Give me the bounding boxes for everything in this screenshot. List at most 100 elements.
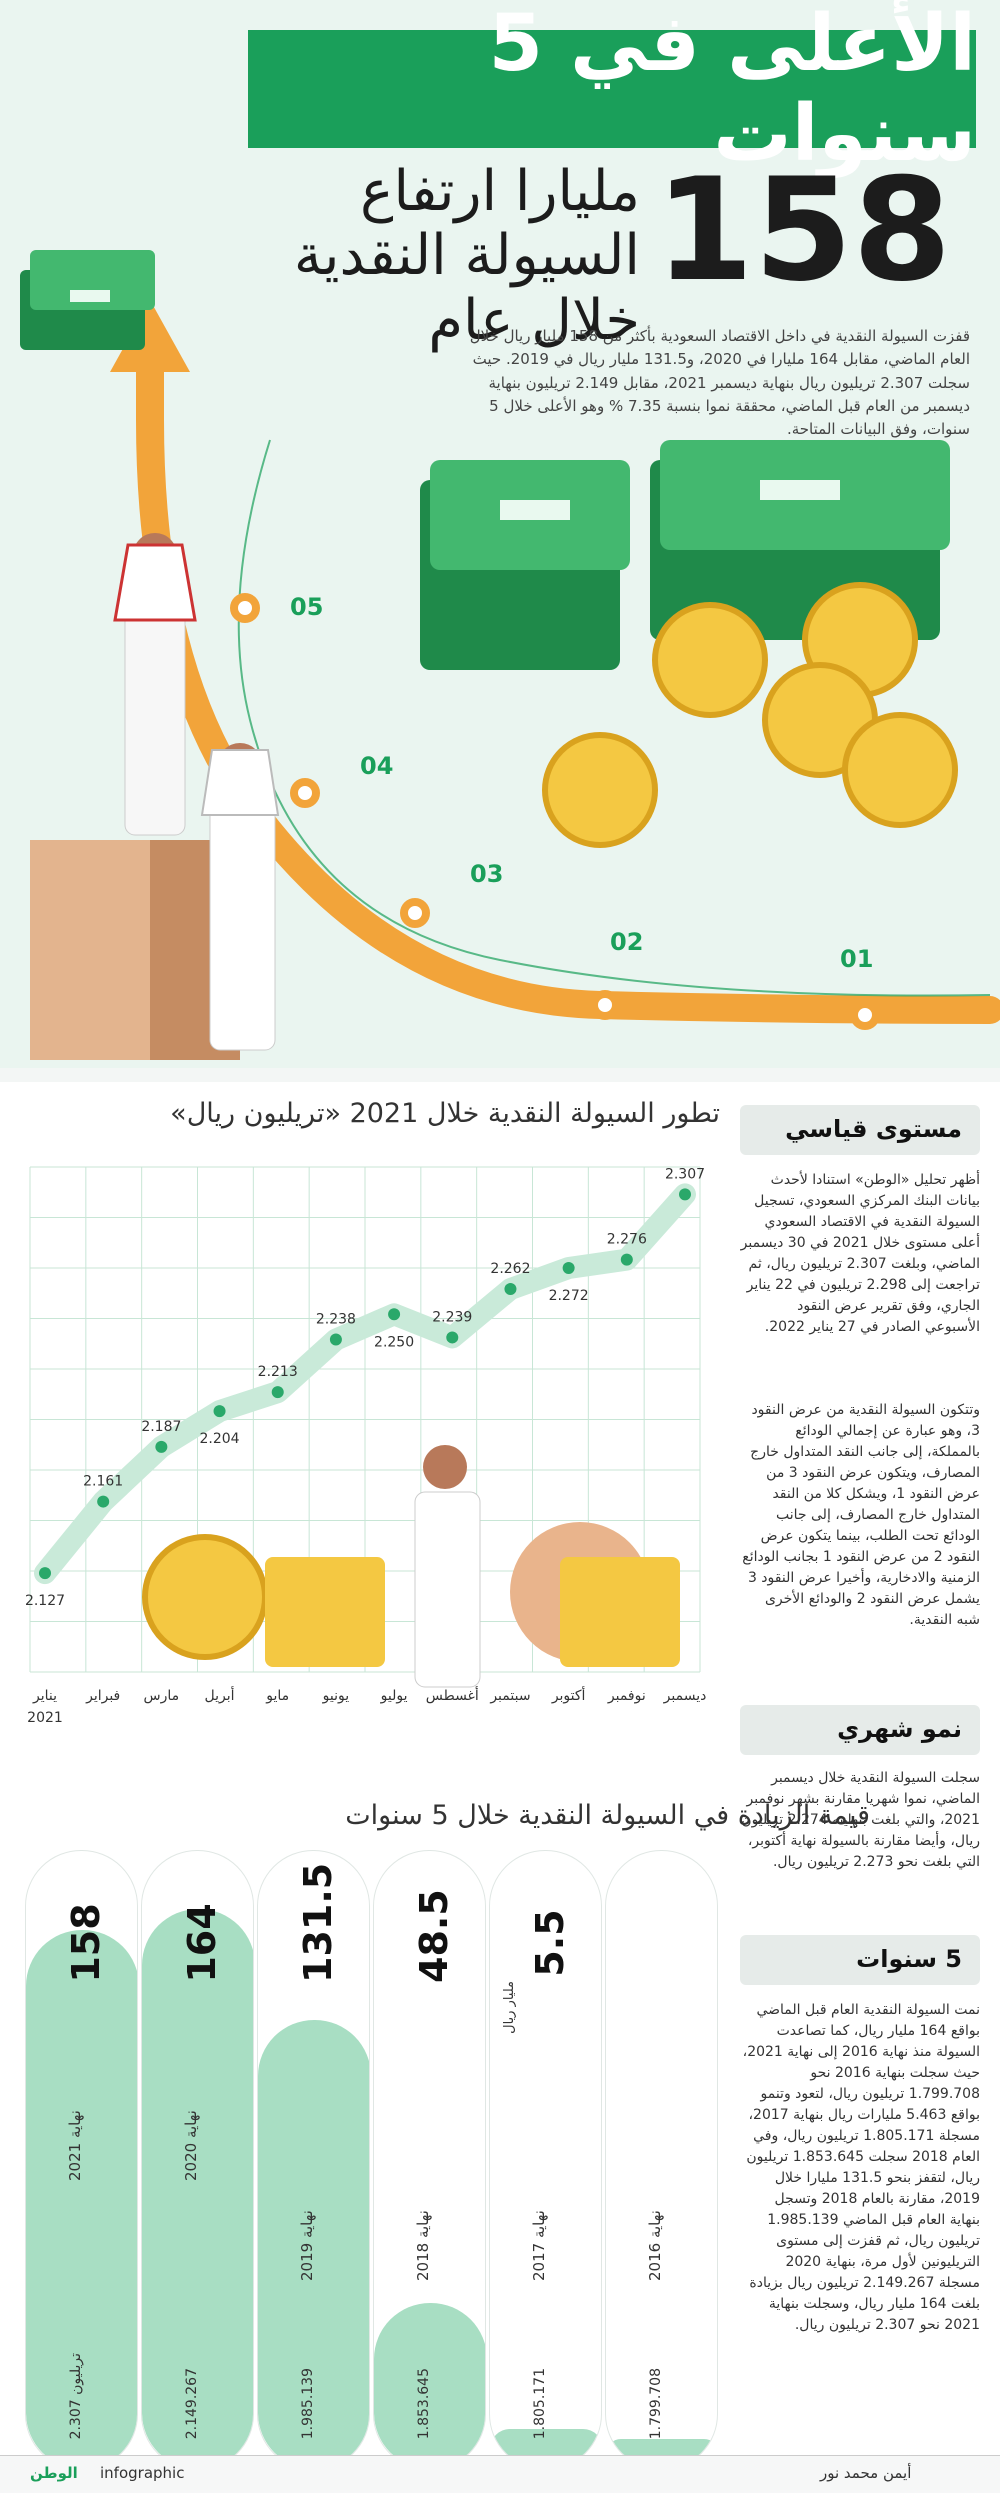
bar-value-label: 158 [64,1903,108,1983]
data-point [329,1333,342,1346]
data-label: 2.238 [316,1312,356,1328]
man-figure-icon [414,1491,481,1688]
bar-column: 164 نهاية 2020 2.149.267 [141,1850,254,2470]
box-icon [30,840,240,1060]
section-text: نمت السيولة النقدية العام قبل الماضي بوا… [742,2002,980,2333]
data-point [620,1253,633,1266]
section-text: أظهر تحليل «الوطن» استنادا لأحدث بيانات … [740,1172,980,1335]
x-tick-label: يوليو [380,1688,408,1704]
big-number: 158 [655,148,952,313]
hero-section: الأعلى في 5 سنوات 158 مليارا ارتفاع السي… [0,0,1000,1068]
data-label: 2.161 [83,1474,123,1490]
bar-chart-title: قيمة الزيادة في السيولة النقدية خلال 5 س… [345,1800,870,1831]
data-label: 2.262 [490,1261,530,1277]
stage-label: 01 [840,945,874,973]
data-point [446,1331,459,1344]
footer: الوطن infographic أيمن محمد نور [0,2455,1000,2493]
data-point [39,1567,51,1580]
bar-category-label: نهاية 2017 [530,2210,548,2281]
section-divider [0,1068,1000,1082]
data-point [155,1440,168,1453]
coin-stack-icon [265,1557,385,1667]
x-tick-label: نوفمبر [607,1688,646,1704]
section-heading: مستوى قياسي [740,1105,980,1155]
footer-tag: infographic [100,2464,185,2482]
bar [142,1909,253,2469]
step-marker-05 [230,593,260,623]
man-figure-icon [423,1445,467,1489]
coin-icon [142,1534,268,1660]
x-tick-label: يونيو [322,1688,350,1704]
section-text: سجلت السيولة النقدية خلال ديسمبر الماضي،… [741,1770,980,1870]
series-line [34,1183,696,1585]
man-figure-icon [200,743,280,1051]
line-chart: 2.127 2.161 2.187 2.204 2.213 2.238 2.250 2.239… [25,1166,707,1726]
bar-category-label: نهاية 2020 [182,2110,200,2181]
section-text: وتتكون السيولة النقدية من عرض النقود 3، … [742,1402,980,1628]
section-heading: نمو شهري [740,1705,980,1755]
step-marker-02 [590,990,620,1020]
bar-total-label: 1.805.171 [532,2367,548,2439]
data-point [504,1283,517,1296]
data-label: 2.213 [258,1364,298,1380]
x-tick-label: مارس [144,1688,180,1704]
bar-value-label: 5.5 [528,1909,572,1977]
bar-value-label: 164 [180,1903,224,1983]
footer-credit: أيمن محمد نور [820,2464,912,2482]
bar-category-label: نهاية 2018 [414,2210,432,2281]
data-point [213,1405,226,1418]
brand-logo: الوطن [30,2464,78,2482]
data-label: 2.187 [141,1419,181,1435]
bar-total-label: 2.149.267 [184,2367,200,2439]
data-label: 2.250 [374,1334,414,1350]
data-point [679,1188,691,1201]
bar-value-label: 48.5 [412,1889,456,1983]
stage-label: 05 [290,593,324,621]
x-tick-label: ديسمبر [663,1688,707,1704]
step-marker-03 [400,898,430,928]
data-label: 2.204 [199,1431,239,1447]
step-marker-04 [290,778,320,808]
hero-illustration [20,250,1000,1060]
data-label: 2.239 [432,1309,472,1325]
data-label: 2.272 [549,1288,589,1304]
bar-total-label: 1.985.139 [300,2367,316,2439]
bar-category-label: نهاية 2019 [298,2210,316,2281]
line-chart-title: تطور السيولة النقدية خلال 2021 «تريليون … [170,1098,720,1129]
bar-column: 48.5 نهاية 2018 1.853.645 [373,1850,486,2470]
data-point [562,1262,575,1274]
data-label: 2.307 [665,1166,705,1182]
x-tick-label: سبتمبر [489,1688,530,1704]
bar-column: 158 نهاية 2021 2.307 تريليون [25,1850,138,2470]
bar-column: نهاية 2016 1.799.708 [605,1850,718,2470]
man-figure-icon [113,533,197,836]
intro-text: قفزت السيولة النقدية في داخل الاقتصاد ال… [469,327,970,438]
data-label: 2.276 [607,1232,647,1248]
bar-category-label: نهاية 2021 [66,2110,84,2181]
unit-label: مليار ريال [502,1981,517,2034]
x-tick-label: أبريل [205,1686,235,1704]
step-marker-01 [850,1000,880,1030]
bar [374,2303,485,2469]
stage-label: 03 [470,860,504,888]
data-point [97,1495,110,1508]
bar-total-label: 2.307 تريليون [68,2352,84,2439]
bar-value-label: 131.5 [296,1862,340,1983]
x-tick-label: أغسطس [426,1686,479,1704]
x-year-label: 2021 [27,1710,63,1726]
stage-label: 02 [610,928,644,956]
data-point [271,1386,284,1399]
bar-column: 5.5 مليار ريال نهاية 2017 1.805.171 [489,1850,602,2470]
x-tick-label: يناير [32,1688,57,1704]
bar [26,1929,137,2469]
bar-column: 131.5 نهاية 2019 1.985.139 [257,1850,370,2470]
data-point [388,1308,401,1321]
sub-headline: مليارا ارتفاع السيولة النقدية خلال عام [293,159,640,353]
bar-chart: 158 نهاية 2021 2.307 تريليون 164 نهاية 2020 2… [25,1850,725,2470]
stage-label: 04 [360,752,394,780]
coin-stack-icon [560,1557,680,1667]
bar-category-label: نهاية 2016 [646,2210,664,2281]
money-stack-icon [20,250,155,350]
x-tick-label: فبراير [85,1688,120,1704]
bar [258,2019,369,2469]
